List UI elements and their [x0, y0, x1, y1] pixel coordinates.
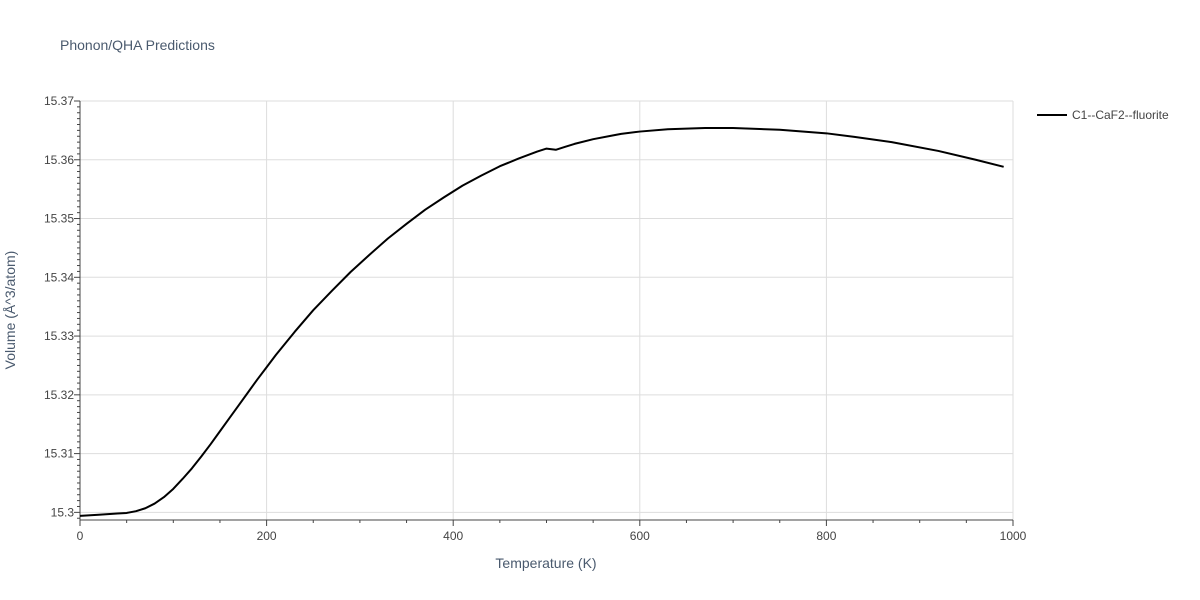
- legend[interactable]: C1--CaF2--fluorite: [1037, 108, 1169, 122]
- x-tick-label: 1000: [1000, 529, 1027, 543]
- legend-label: C1--CaF2--fluorite: [1072, 108, 1169, 122]
- y-tick-label: 15.36: [44, 153, 74, 167]
- chart-title: Phonon/QHA Predictions: [60, 37, 215, 53]
- series-lines: [79, 127, 1004, 517]
- y-tick-label: 15.34: [44, 270, 74, 284]
- y-tick-label: 15.37: [44, 94, 74, 108]
- y-tick-label: 15.35: [44, 212, 74, 226]
- grid: [80, 100, 1014, 520]
- x-tick-label: 200: [257, 529, 277, 543]
- legend-item[interactable]: C1--CaF2--fluorite: [1037, 108, 1169, 122]
- x-tick-label: 600: [630, 529, 650, 543]
- y-axis-title: Volume (Å^3/atom): [2, 251, 18, 370]
- series-line[interactable]: [79, 127, 1004, 517]
- x-tick-label: 0: [77, 529, 84, 543]
- y-tick-label: 15.31: [44, 447, 74, 461]
- axes: 0 200 400 600 800 1000 15.3 15.31 15.32 15.33 15.3…: [44, 94, 1027, 543]
- x-tick-label: 400: [443, 529, 463, 543]
- y-tick-label: 15.3: [51, 505, 75, 519]
- x-tick-label: 800: [816, 529, 836, 543]
- y-tick-label: 15.32: [44, 388, 74, 402]
- y-tick-label: 15.33: [44, 329, 74, 343]
- x-axis-title: Temperature (K): [495, 555, 596, 571]
